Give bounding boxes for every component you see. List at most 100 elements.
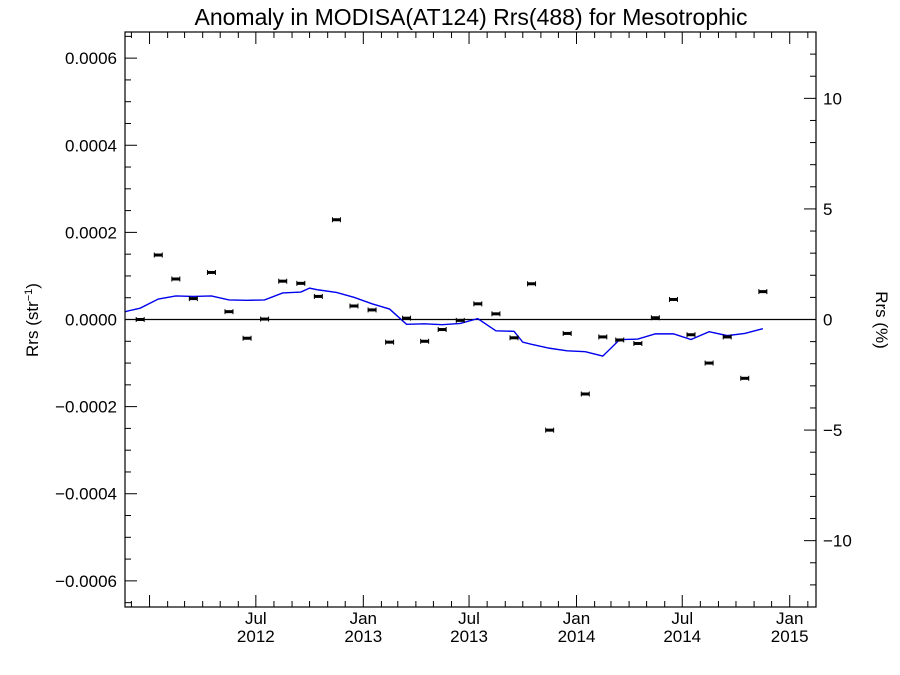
data-point-mark bbox=[420, 339, 429, 343]
data-point bbox=[153, 252, 163, 258]
y-right-tick-label: −5 bbox=[823, 421, 842, 440]
data-point bbox=[206, 269, 216, 275]
data-point bbox=[385, 339, 395, 345]
data-point-mark bbox=[598, 335, 607, 339]
data-point-mark bbox=[740, 376, 749, 380]
x-tick-year-label: 2015 bbox=[771, 627, 809, 646]
data-point bbox=[758, 289, 768, 295]
data-point-mark bbox=[349, 304, 358, 308]
x-tick-month-label: Jan bbox=[350, 609, 377, 628]
data-point bbox=[313, 293, 323, 299]
y-left-tick-label: −0.0006 bbox=[55, 572, 117, 591]
x-tick-month-label: Jul bbox=[245, 609, 267, 628]
data-point bbox=[580, 391, 590, 397]
data-point-mark bbox=[651, 316, 660, 320]
y-left-tick-label: 0.0000 bbox=[65, 311, 117, 330]
x-tick-month-label: Jul bbox=[458, 609, 480, 628]
data-point bbox=[562, 330, 572, 336]
y-left-tick-label: −0.0002 bbox=[55, 398, 117, 417]
data-point-mark bbox=[154, 253, 163, 257]
data-point-mark bbox=[723, 335, 732, 339]
data-point bbox=[242, 335, 252, 341]
x-tick-year-label: 2014 bbox=[558, 627, 596, 646]
data-point bbox=[349, 303, 359, 309]
data-point-mark bbox=[473, 302, 482, 306]
data-point-mark bbox=[314, 294, 323, 298]
x-tick-year-label: 2013 bbox=[344, 627, 382, 646]
plot-frame bbox=[124, 31, 817, 608]
data-point-mark bbox=[705, 361, 714, 365]
data-point bbox=[278, 278, 288, 284]
series-line bbox=[124, 287, 764, 357]
data-point bbox=[615, 337, 625, 343]
data-point-mark bbox=[563, 331, 572, 335]
data-point bbox=[509, 335, 519, 341]
y-left-tick-label: −0.0004 bbox=[55, 485, 117, 504]
data-point-mark bbox=[510, 336, 519, 340]
y-left-tick-label: 0.0004 bbox=[65, 136, 117, 155]
x-tick-year-label: 2012 bbox=[237, 627, 275, 646]
data-point-mark bbox=[669, 297, 678, 301]
x-tick-month-label: Jul bbox=[671, 609, 693, 628]
y-right-tick-label: 0 bbox=[823, 311, 832, 330]
y-left-tick-label: 0.0002 bbox=[65, 223, 117, 242]
y-right-tick-label: 10 bbox=[823, 89, 842, 108]
y-left-tick-label: 0.0006 bbox=[65, 49, 117, 68]
data-point-mark bbox=[687, 333, 695, 337]
data-point-mark bbox=[438, 328, 447, 332]
data-point-mark bbox=[136, 318, 145, 321]
data-point-mark bbox=[189, 297, 198, 301]
data-point-mark bbox=[207, 270, 216, 274]
data-point-mark bbox=[171, 277, 180, 281]
data-point-mark bbox=[332, 218, 341, 222]
data-point-mark bbox=[758, 290, 767, 294]
chart-title: Anomaly in MODISA(AT124) Rrs(488) for Me… bbox=[194, 4, 747, 30]
x-tick-year-label: 2014 bbox=[663, 627, 701, 646]
data-point bbox=[598, 334, 608, 340]
x-tick-month-label: Jan bbox=[563, 609, 590, 628]
data-point-mark bbox=[368, 308, 377, 312]
data-point-mark bbox=[633, 341, 642, 345]
data-point bbox=[527, 281, 537, 287]
data-point bbox=[296, 280, 306, 286]
data-point-mark bbox=[456, 318, 465, 322]
data-point-mark bbox=[527, 282, 536, 286]
data-point bbox=[545, 427, 555, 433]
data-point bbox=[491, 311, 501, 317]
data-point-mark bbox=[545, 428, 554, 432]
data-point bbox=[455, 317, 465, 323]
y-axis-left-label: Rrs (str−1) bbox=[23, 283, 42, 357]
data-point bbox=[722, 334, 732, 340]
y-right-tick-label: −10 bbox=[823, 532, 852, 551]
data-point bbox=[135, 317, 145, 322]
data-point bbox=[188, 296, 198, 302]
data-point-mark bbox=[243, 336, 252, 340]
data-point bbox=[331, 217, 341, 223]
data-point bbox=[473, 301, 483, 307]
x-tick-month-label: Jan bbox=[776, 609, 803, 628]
data-point-mark bbox=[296, 281, 305, 285]
data-point-mark bbox=[385, 340, 394, 344]
data-point-mark bbox=[491, 312, 500, 316]
data-point bbox=[402, 315, 412, 321]
data-point bbox=[686, 332, 696, 338]
data-point bbox=[171, 276, 181, 282]
data-point bbox=[704, 360, 714, 366]
data-point-mark bbox=[581, 392, 590, 396]
data-point bbox=[740, 375, 750, 381]
data-point bbox=[668, 296, 678, 302]
data-point bbox=[437, 327, 447, 333]
data-point bbox=[367, 307, 377, 313]
data-point bbox=[420, 338, 430, 344]
data-point bbox=[260, 316, 270, 322]
data-point-mark bbox=[224, 310, 233, 314]
data-point-mark bbox=[260, 317, 269, 321]
y-right-tick-label: 5 bbox=[823, 200, 832, 219]
data-point bbox=[650, 315, 660, 321]
data-point-mark bbox=[615, 338, 624, 342]
data-point-mark bbox=[278, 279, 287, 283]
data-point bbox=[224, 309, 234, 315]
y-axis-right-label: Rrs (%) bbox=[872, 291, 891, 349]
x-tick-year-label: 2013 bbox=[450, 627, 488, 646]
